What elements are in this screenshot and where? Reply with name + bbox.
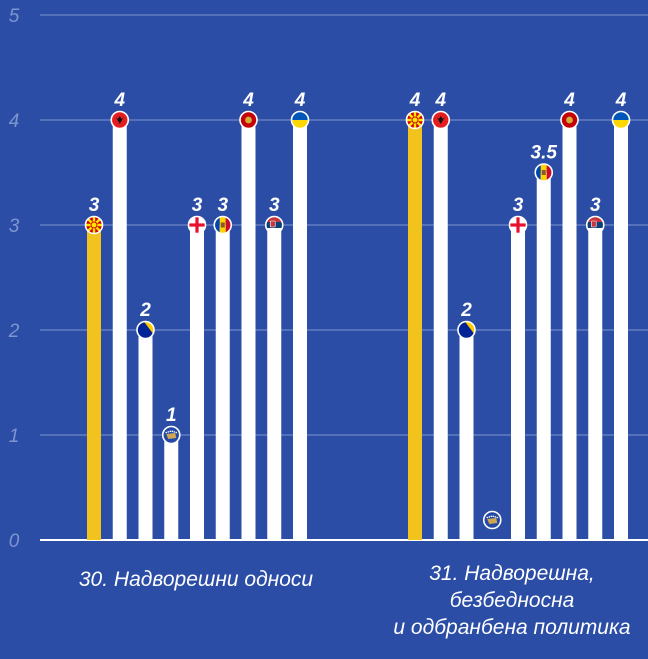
flag-border <box>239 110 258 130</box>
bar-moldova: 3.5 <box>531 143 558 540</box>
bar-rect <box>408 120 422 540</box>
y-tick-label: 0 <box>9 531 20 552</box>
flag-border <box>508 215 528 235</box>
albania-flag-icon <box>431 111 450 129</box>
moldova-flag-icon <box>213 216 232 234</box>
flag-border <box>136 320 155 340</box>
bar-georgia: 3 <box>187 195 207 540</box>
bar-rect <box>614 120 628 540</box>
bar-georgia: 3 <box>508 195 528 540</box>
value-label: 4 <box>242 90 254 111</box>
value-label: 4 <box>113 90 125 111</box>
grid-lines <box>40 14 648 541</box>
value-label: 4 <box>409 90 421 111</box>
y-tick-label: 5 <box>9 6 20 27</box>
value-label: 3 <box>513 195 524 216</box>
bar-rect <box>138 330 153 540</box>
ukraine-flag-icon <box>291 111 309 129</box>
bar-albania: 4 <box>110 90 130 540</box>
value-label: 3 <box>590 195 601 216</box>
bar-rect <box>87 225 101 540</box>
bar-rect <box>241 120 256 540</box>
bar-bosnia: 2 <box>136 300 155 540</box>
serbia-flag-icon <box>586 216 605 234</box>
value-label: 3 <box>192 195 203 216</box>
value-label: 1 <box>166 405 177 426</box>
kosovo-flag-icon <box>483 511 502 529</box>
bar-bosnia: 2 <box>457 300 476 540</box>
bar-rect <box>293 120 307 540</box>
bar-macedonia: 4 <box>405 90 425 540</box>
montenegro-flag-icon <box>560 111 579 129</box>
value-label: 4 <box>615 90 627 111</box>
bar-rect <box>588 225 603 540</box>
y-tick-label: 2 <box>8 321 20 342</box>
bar-rect <box>536 172 551 540</box>
value-label: 4 <box>294 90 306 111</box>
value-label: 3.5 <box>531 143 558 164</box>
value-label: 3 <box>217 195 228 216</box>
category-label: безбедносна <box>450 589 575 612</box>
serbia-flag-icon <box>265 216 284 234</box>
georgia-flag-icon <box>188 216 206 234</box>
value-label: 4 <box>434 90 446 111</box>
flag-border <box>161 425 181 445</box>
flag-border <box>534 163 554 182</box>
bar-montenegro: 4 <box>239 90 258 540</box>
flag-border <box>110 110 130 130</box>
flag-border <box>84 215 104 235</box>
bar-rect <box>511 225 525 540</box>
montenegro-flag-icon <box>239 111 258 129</box>
y-tick-label: 4 <box>9 111 20 132</box>
kosovo-flag-icon <box>162 426 181 444</box>
category-label: и одбранбена политика <box>393 616 630 639</box>
flag-border <box>290 110 310 130</box>
value-label: 3 <box>269 195 280 216</box>
category-labels: 30. Надворешни односи 31. Надворешна, безб… <box>79 562 631 639</box>
bar-moldova: 3 <box>213 195 233 540</box>
bar-serbia: 3 <box>264 195 284 540</box>
flag-border <box>482 510 502 530</box>
bar-rect <box>164 435 179 540</box>
bar-albania: 4 <box>431 90 451 540</box>
georgia-flag-icon <box>509 216 527 234</box>
bar-ukraine: 4 <box>611 90 631 540</box>
category-label: 30. Надворешни односи <box>79 568 314 591</box>
flag-border <box>457 320 476 340</box>
bar-rect <box>215 225 230 540</box>
bar-serbia: 3 <box>585 195 605 540</box>
bar-montenegro: 4 <box>560 90 579 540</box>
flag-border <box>560 110 579 130</box>
value-label: 2 <box>139 300 151 321</box>
bar-rect <box>267 225 282 540</box>
flag-border <box>264 215 284 235</box>
y-axis-ticks: 0 1 2 3 4 5 <box>8 6 20 552</box>
ukraine-flag-icon <box>612 111 630 129</box>
bar-rect <box>459 330 474 540</box>
bar-rect <box>190 225 204 540</box>
bar-macedonia: 3 <box>84 195 104 540</box>
moldova-flag-icon <box>534 163 553 182</box>
flag-border <box>611 110 631 130</box>
albania-flag-icon <box>110 111 129 129</box>
flag-border <box>585 215 605 235</box>
bar-kosovo: 1 <box>161 405 181 540</box>
bar-kosovo <box>482 510 502 530</box>
value-label: 2 <box>460 300 472 321</box>
y-tick-label: 3 <box>9 216 20 237</box>
flag-border <box>213 215 233 235</box>
flag-border <box>405 110 425 130</box>
flag-border <box>431 110 451 130</box>
value-label: 3 <box>89 195 100 216</box>
bar-rect <box>562 120 577 540</box>
value-label: 4 <box>563 90 575 111</box>
bar-rect <box>433 120 448 540</box>
bar-rect <box>112 120 127 540</box>
category-label: 31. Надворешна, <box>429 562 595 585</box>
bar-ukraine: 4 <box>290 90 310 540</box>
y-tick-label: 1 <box>9 426 20 447</box>
flag-border <box>187 215 207 235</box>
